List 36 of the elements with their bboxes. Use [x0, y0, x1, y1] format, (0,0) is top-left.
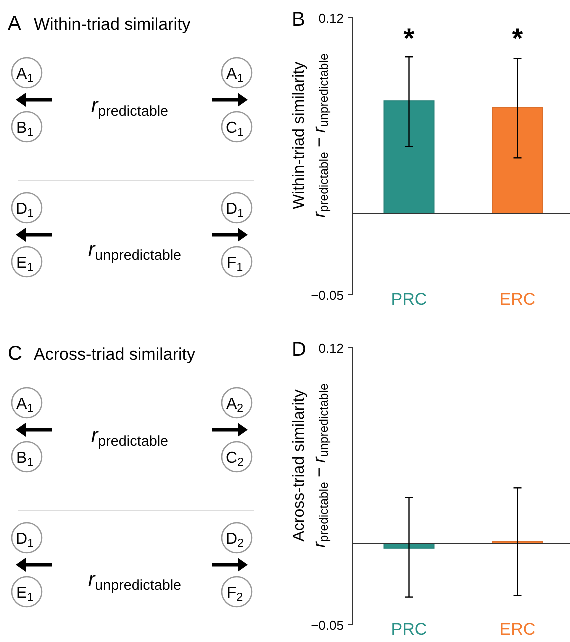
chart-title: B [292, 9, 306, 31]
y-tick-label: −0.05 [311, 618, 344, 633]
text: B$_{1}$ [16, 450, 34, 469]
text: Within-triad similarity [34, 15, 192, 34]
text: D$_{2}$ [226, 531, 244, 550]
text: r$_{predictable}$ [91, 425, 169, 450]
x-tick-label: PRC [391, 620, 428, 639]
text: F$_{2}$ [226, 585, 244, 604]
text: r$_{unpredictable}$ [88, 239, 182, 264]
chart-title: D [292, 339, 306, 361]
text: F$_{1}$ [226, 255, 244, 274]
annotation: * [512, 23, 524, 54]
text: B$_{1}$ [16, 120, 34, 139]
text: E$_{1}$ [16, 585, 34, 604]
text: E$_{1}$ [16, 255, 34, 274]
text: A$_{1}$ [16, 66, 34, 85]
text: A$_{1}$ [226, 66, 244, 85]
annotation: * [404, 23, 415, 54]
text: r$_{predictable}$ [91, 95, 169, 120]
text: Across-triad similarity [34, 345, 196, 364]
text: D$_{1}$ [226, 201, 244, 220]
text: r$_{unpredictable}$ [88, 569, 182, 594]
text: D$_{1}$ [16, 201, 34, 220]
text: C$_{1}$ [226, 120, 244, 139]
y-tick-label: 0.12 [318, 11, 344, 26]
x-tick-label: PRC [391, 290, 428, 309]
text: D$_{1}$ [16, 531, 34, 550]
y-tick-label: −0.05 [311, 288, 344, 303]
text: A$_{2}$ [226, 396, 244, 415]
text: C$_{2}$ [226, 450, 244, 469]
text: A [8, 13, 22, 35]
y-tick-label: 0.12 [318, 341, 344, 356]
text: A$_{1}$ [16, 396, 34, 415]
text: C [8, 343, 22, 365]
x-tick-label: ERC [500, 620, 536, 639]
x-tick-label: ERC [500, 290, 536, 309]
